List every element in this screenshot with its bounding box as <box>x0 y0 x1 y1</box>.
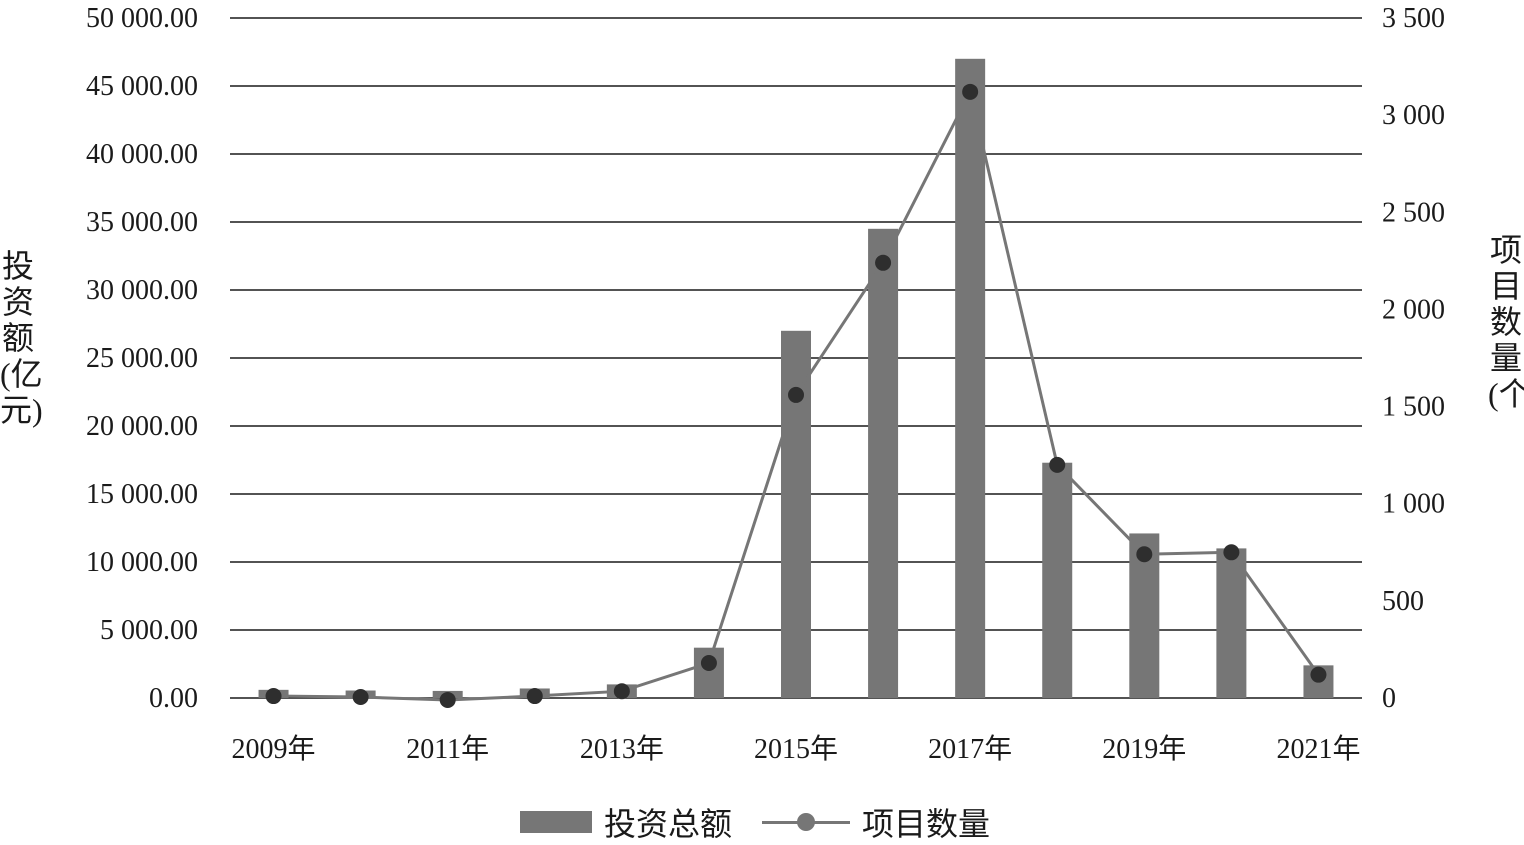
line-point <box>875 254 892 271</box>
left-axis-title: 投资额(亿元) <box>0 248 43 428</box>
y-tick-label: 30 000.00 <box>86 275 198 306</box>
legend: 投资总额 项目数量 <box>520 800 1020 844</box>
line-point <box>1049 456 1066 473</box>
y2-tick-label: 0 <box>1382 683 1396 714</box>
x-tick-label: 2011年 <box>406 733 489 765</box>
right-axis-ticks: 0 500 1 000 1 500 2 000 2 500 3 000 3 500 <box>1382 3 1445 714</box>
y-tick-label: 40 000.00 <box>86 139 198 170</box>
line-point <box>265 688 282 705</box>
line-point <box>1136 546 1153 563</box>
y2-tick-label: 3 000 <box>1382 100 1445 131</box>
line-point <box>1223 544 1240 561</box>
y2-tick-label: 3 500 <box>1382 3 1445 34</box>
x-tick-label: 2009年 <box>232 733 316 765</box>
bar <box>1042 462 1073 698</box>
x-tick-label: 2013年 <box>580 733 664 765</box>
bar <box>1216 548 1247 698</box>
y2-tick-label: 1 500 <box>1382 392 1445 423</box>
y2-tick-label: 1 000 <box>1382 489 1445 520</box>
line-point <box>788 386 804 403</box>
line-point <box>700 655 717 672</box>
right-axis-title: 项目数量(个) <box>1488 232 1524 412</box>
line-point <box>439 691 456 708</box>
legend-label-investment: 投资总额 <box>604 806 733 842</box>
legend-item-investment: 投资总额 <box>520 799 732 845</box>
bar <box>955 58 986 699</box>
y-tick-label: 15 000.00 <box>86 479 198 510</box>
legend-item-project-count: 项目数量 <box>762 799 990 845</box>
legend-line-swatch <box>762 811 851 833</box>
x-axis-ticks: 2009年 2011年 2013年 2015年 2017年 2019年 2021年 <box>232 733 1361 765</box>
y2-tick-label: 500 <box>1382 586 1424 617</box>
line-point <box>613 683 630 700</box>
bar <box>781 330 811 698</box>
legend-bar-swatch <box>520 811 592 833</box>
x-tick-label: 2015年 <box>754 733 838 765</box>
y2-tick-label: 2 500 <box>1382 197 1445 228</box>
x-tick-label: 2017年 <box>928 733 1012 765</box>
x-tick-label: 2021年 <box>1276 733 1360 765</box>
bar <box>868 228 899 699</box>
y-tick-label: 5 000.00 <box>100 615 198 646</box>
line-point <box>526 688 543 705</box>
y-tick-label: 45 000.00 <box>86 71 198 102</box>
left-axis-ticks: 0.00 5 000.00 10 000.00 15 000.00 20 000.00 2… <box>86 3 198 714</box>
line-markers <box>265 83 1327 708</box>
legend-label-project-count: 项目数量 <box>862 806 991 842</box>
x-tick-label: 2019年 <box>1102 733 1186 765</box>
y-tick-label: 0.00 <box>149 683 198 714</box>
line-point <box>962 83 979 100</box>
y-tick-label: 50 000.00 <box>86 3 198 34</box>
y-tick-label: 10 000.00 <box>86 547 198 578</box>
chart-canvas: 0.00 5 000.00 10 000.00 15 000.00 20 000.00 2… <box>86 3 1445 765</box>
y-tick-label: 35 000.00 <box>86 207 198 238</box>
y-tick-label: 20 000.00 <box>86 411 198 442</box>
y-tick-label: 25 000.00 <box>86 343 198 374</box>
y2-tick-label: 2 000 <box>1382 294 1445 325</box>
line-point <box>352 689 369 706</box>
line-point <box>1310 666 1327 683</box>
